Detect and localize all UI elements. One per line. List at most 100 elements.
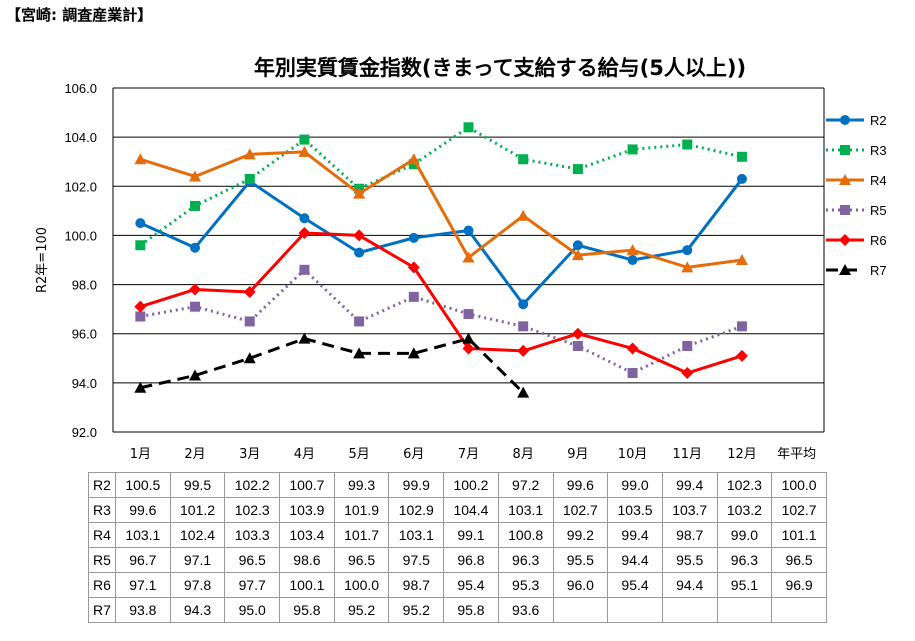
legend-marker-R3 xyxy=(840,145,850,155)
table-cell: 95.2 xyxy=(388,597,445,623)
data-point-R4 xyxy=(571,249,584,261)
y-tick-label: 102.0 xyxy=(64,179,97,194)
data-point-R3 xyxy=(682,139,693,150)
data-point-R6 xyxy=(353,229,366,242)
table-cell: 99.4 xyxy=(661,472,718,498)
table-cell: 97.2 xyxy=(497,472,554,498)
y-tick-label: 98.0 xyxy=(72,278,97,293)
y-tick-label: 96.0 xyxy=(72,327,97,342)
data-point-R4 xyxy=(735,254,748,265)
table-cell: 101.2 xyxy=(169,497,226,523)
data-point-R6 xyxy=(189,283,202,296)
data-point-R5 xyxy=(408,291,419,302)
data-point-R6 xyxy=(735,349,748,362)
data-point-R5 xyxy=(518,321,529,332)
table-cell: 100.0 xyxy=(771,472,827,498)
table-cell xyxy=(607,597,663,623)
table-cell: 99.0 xyxy=(716,522,773,548)
table-cell: 96.7 xyxy=(115,547,171,573)
data-point-R2 xyxy=(135,218,146,229)
table-cell: 98.7 xyxy=(388,572,445,598)
row-header: R4 xyxy=(88,522,116,548)
x-tick-label: 年平均 xyxy=(777,447,816,462)
table-cell: 95.1 xyxy=(716,572,773,598)
table-cell: 99.0 xyxy=(607,472,663,498)
table-cell: 96.9 xyxy=(771,572,827,598)
data-point-R6 xyxy=(407,261,420,274)
y-tick-label: 92.0 xyxy=(72,425,97,440)
table-cell: 100.0 xyxy=(333,572,390,598)
data-point-R4 xyxy=(243,148,256,160)
table-cell: 100.2 xyxy=(443,472,499,498)
table-cell: 96.5 xyxy=(333,547,390,573)
legend-label: R4 xyxy=(870,173,887,188)
data-point-R5 xyxy=(682,341,693,351)
data-point-R6 xyxy=(134,300,147,313)
data-point-R3 xyxy=(627,144,638,155)
data-point-R5 xyxy=(572,341,583,351)
table-cell: 95.5 xyxy=(552,547,609,573)
data-point-R2 xyxy=(518,299,529,310)
table-cell: 100.7 xyxy=(279,472,335,498)
legend-label: R6 xyxy=(870,233,887,248)
chart-title: 年別実質賃金指数(きまって支給する給与(5人以上)) xyxy=(253,56,747,80)
data-point-R3 xyxy=(736,151,747,162)
series-line-R4 xyxy=(139,150,743,269)
series-line-R2 xyxy=(139,178,744,306)
table-cell: 96.5 xyxy=(224,547,281,573)
table-cell: 99.9 xyxy=(388,472,445,498)
table-cell xyxy=(771,597,827,623)
legend-label: R3 xyxy=(870,143,887,158)
row-header: R2 xyxy=(88,472,116,498)
table-cell: 103.2 xyxy=(716,497,773,523)
series-line-R5 xyxy=(140,268,743,375)
x-tick-label: 4月 xyxy=(294,447,315,462)
table-cell: 103.1 xyxy=(497,497,554,523)
data-point-R5 xyxy=(244,316,255,327)
data-point-R4 xyxy=(462,251,475,263)
table-cell: 102.9 xyxy=(388,497,445,523)
table-cell: 97.5 xyxy=(388,547,445,573)
data-point-R4 xyxy=(298,145,311,157)
x-tick-label: 10月 xyxy=(618,447,648,462)
y-tick-label: 106.0 xyxy=(64,81,97,96)
table-cell: 94.3 xyxy=(169,597,226,623)
table-cell: 96.3 xyxy=(497,547,554,573)
table-cell: 103.5 xyxy=(607,497,663,523)
data-point-R4 xyxy=(407,153,420,165)
x-tick-label: 2月 xyxy=(184,447,205,462)
series-line-R6 xyxy=(139,231,743,375)
table-cell: 99.1 xyxy=(443,522,499,548)
table-cell: 95.4 xyxy=(443,572,499,598)
table-cell: 103.4 xyxy=(279,522,335,548)
data-point-R6 xyxy=(681,367,694,380)
table-row: R4 103.1 102.4 103.3 103.4 101.7 103.1 99.1 100.… xyxy=(88,522,827,548)
row-header: R6 xyxy=(88,572,116,598)
table-cell: 93.8 xyxy=(115,597,171,623)
data-point-R2 xyxy=(572,240,583,251)
table-row: R7 93.8 94.3 95.0 95.8 95.2 95.2 95.8 93.6 xyxy=(88,597,827,623)
x-tick-label: 9月 xyxy=(567,447,588,462)
table-cell: 96.3 xyxy=(716,547,773,573)
table-cell: 102.2 xyxy=(224,472,281,498)
table-cell: 99.5 xyxy=(169,472,226,498)
y-tick-label: 100.0 xyxy=(64,228,97,243)
x-tick-label: 8月 xyxy=(513,447,534,462)
data-point-R3 xyxy=(244,173,255,184)
data-point-R2 xyxy=(463,225,474,236)
data-point-R2 xyxy=(627,255,638,265)
table-cell: 103.7 xyxy=(661,497,718,523)
table-cell: 95.4 xyxy=(607,572,663,598)
table-cell: 102.7 xyxy=(552,497,609,523)
table-cell: 96.5 xyxy=(771,547,827,573)
legend-label: R7 xyxy=(870,263,887,278)
table-cell: 94.4 xyxy=(661,572,718,598)
data-point-R6 xyxy=(571,327,584,340)
data-point-R4 xyxy=(353,187,366,199)
data-point-R4 xyxy=(189,170,202,182)
data-point-R5 xyxy=(736,321,747,332)
legend-marker-R2 xyxy=(840,115,850,125)
table-cell: 95.0 xyxy=(224,597,281,623)
row-header: R3 xyxy=(88,497,116,523)
table-cell: 103.9 xyxy=(279,497,335,523)
